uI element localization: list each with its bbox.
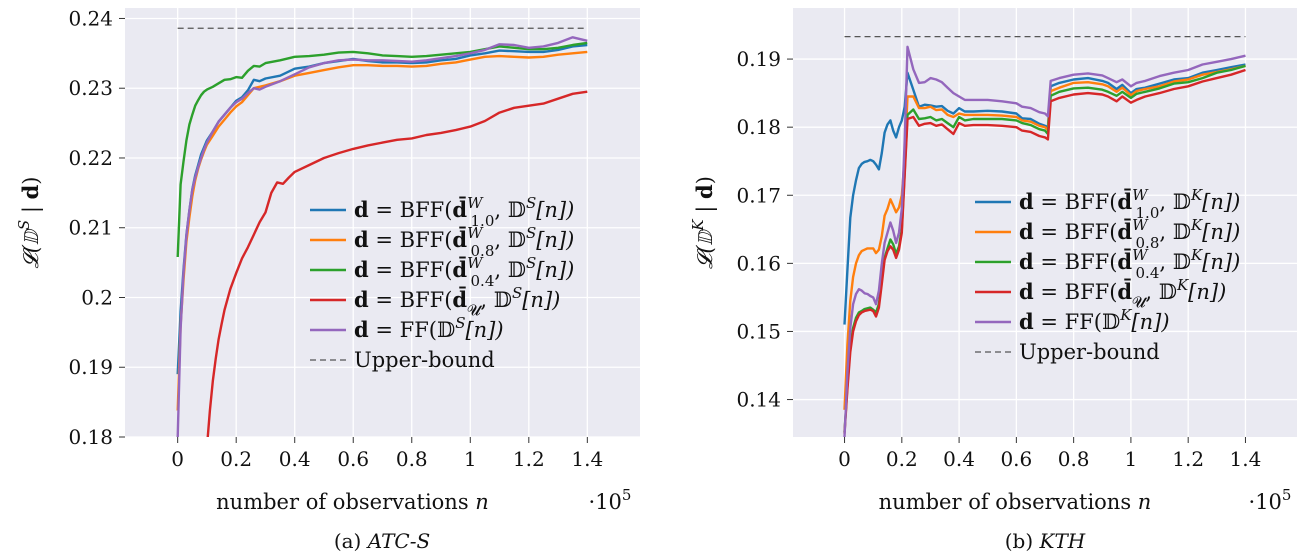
legend-entry-label: d = BFF(d̄W 0.8, 𝔻K[n]) <box>1019 216 1240 252</box>
x-tick-label: 0 <box>171 447 184 471</box>
legend-entry-label: d = BFF(d̄𝓤, 𝔻S[n]) <box>354 284 560 319</box>
legend-entry-label: d = BFF(d̄W 1.0, 𝔻S[n]) <box>354 194 574 230</box>
legend-entry-label: d = FF(𝔻K[n]) <box>1019 306 1170 334</box>
legend-entry-label: d = FF(𝔻S[n]) <box>354 314 504 342</box>
x-tick-label: 1.4 <box>1230 447 1262 471</box>
y-tick-label: 0.24 <box>68 6 113 30</box>
series-line-5: d = FF(𝔻K[n]) <box>843 45 1246 437</box>
y-tick-label: 0.16 <box>736 251 781 275</box>
series-line-4: d = BFF(d̄𝓤, 𝔻K[n]) <box>843 68 1246 434</box>
panel-a-atc-s: 0 0.2 0.4 0.6 0.8 1 1.2 1.4 0.18 0.19 0.2 0.21 0.22 0… <box>15 6 640 553</box>
x-tick-label: 0.2 <box>220 447 252 471</box>
x-tick-label: 0.8 <box>396 447 428 471</box>
x-axis-multiplier: ·105 <box>1249 486 1292 514</box>
y-tick-label: 0.23 <box>68 76 113 100</box>
legend: d = BFF(d̄W 1.0, 𝔻K[n])d = BFF(d̄W 0.8, 𝔻K… <box>975 186 1240 364</box>
y-tick-label: 0.22 <box>68 146 113 170</box>
y-tick-label: 0.21 <box>68 216 113 240</box>
series-line-3: d = BFF(d̄W0.4, 𝔻K[n]) <box>843 64 1246 433</box>
x-tick-label: 0.8 <box>1058 447 1090 471</box>
legend-entry-label: d = BFF(d̄W 0.8, 𝔻S[n]) <box>354 224 574 260</box>
legend-entry-label: d = BFF(d̄W 1.0, 𝔻K[n]) <box>1019 186 1240 222</box>
legend-entry-label: d = BFF(d̄W 0.4, 𝔻S[n]) <box>354 254 574 290</box>
y-tick-label: 0.2 <box>81 285 113 309</box>
y-tick-label: 0.17 <box>736 183 781 207</box>
series-line-4: d = BFF(d̄𝓤, 𝔻S[n]) <box>206 90 588 437</box>
legend-entry-label: Upper-bound <box>354 348 495 372</box>
x-tick-label: 0.4 <box>279 447 311 471</box>
x-tick-label: 0 <box>838 447 851 471</box>
x-tick-label: 1 <box>1125 447 1138 471</box>
y-axis-label: 𝓛(𝔻K | d) <box>689 176 718 269</box>
x-tick-label: 0.6 <box>1000 447 1032 471</box>
y-tick-label: 0.18 <box>68 425 113 449</box>
series-line-2: d = BFF(d̄W0.8, 𝔻K[n]) <box>843 64 1246 410</box>
x-axis-label: number of observations n <box>879 490 1152 514</box>
x-axis-label: number of observations n <box>216 490 489 514</box>
legend: d = BFF(d̄W 1.0, 𝔻S[n])d = BFF(d̄W 0.8, 𝔻S… <box>310 194 574 372</box>
x-axis-multiplier: ·105 <box>589 486 632 514</box>
series-line-5: d = FF(𝔻S[n]) <box>176 36 588 437</box>
x-tick-label: 1.4 <box>571 447 603 471</box>
panel-b-kth: 0 0.2 0.4 0.6 0.8 1 1.2 1.4 0.14 0.15 0.16 0.17 0.18… <box>689 8 1297 553</box>
legend-entry-label: d = BFF(d̄W 0.4, 𝔻K[n]) <box>1019 246 1240 282</box>
x-tick-label: 0.4 <box>943 447 975 471</box>
x-tick-label: 1.2 <box>513 447 545 471</box>
y-tick-label: 0.14 <box>736 388 781 412</box>
panel-caption: (b) KTH <box>1005 529 1086 553</box>
y-tick-label: 0.19 <box>736 47 781 71</box>
panel-caption: (a) ATC-S <box>334 529 430 553</box>
y-tick-label: 0.19 <box>68 355 113 379</box>
y-tick-label: 0.15 <box>736 319 781 343</box>
legend-entry-label: Upper-bound <box>1019 340 1160 364</box>
x-tick-label: 1 <box>464 447 477 471</box>
x-tick-label: 1.2 <box>1172 447 1204 471</box>
series-line-1: d = BFF(d̄W1.0, 𝔻K[n]) <box>843 63 1246 325</box>
y-tick-label: 0.18 <box>736 115 781 139</box>
legend-entry-label: d = BFF(d̄𝓤, 𝔻K[n]) <box>1019 276 1226 311</box>
plot-area <box>125 8 640 437</box>
y-axis-label: 𝓛(𝔻S | d) <box>15 177 44 269</box>
x-tick-label: 0.6 <box>337 447 369 471</box>
x-tick-label: 0.2 <box>886 447 918 471</box>
